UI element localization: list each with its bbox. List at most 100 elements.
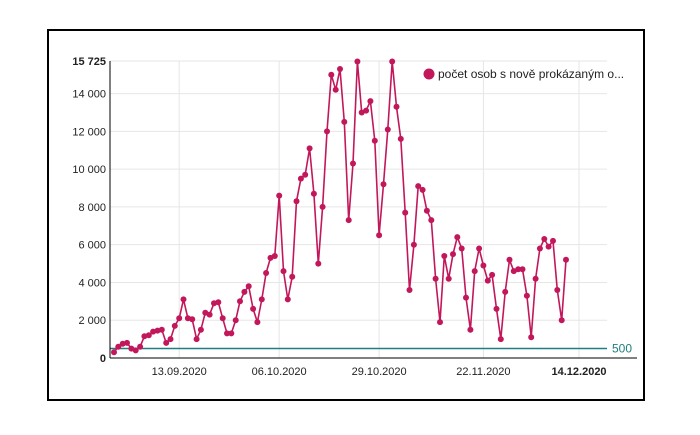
data-point [180,296,187,303]
y-tick-label: 8 000 [78,202,106,214]
series-group [111,58,569,356]
data-point [541,236,548,242]
data-point [441,253,448,259]
data-point [263,270,270,276]
data-point [532,275,539,282]
data-point [258,296,265,303]
data-point [363,107,370,114]
data-point [410,241,417,248]
data-point [241,288,248,295]
x-tick-label: 22.11.2020 [456,366,510,378]
data-point [297,175,304,182]
data-point [458,245,465,252]
data-point [384,126,391,133]
data-point [376,232,383,239]
data-point [115,343,122,350]
grid-lines [110,60,607,358]
data-point [563,256,569,263]
data-point [467,326,474,333]
data-point [284,296,291,303]
data-point [493,305,500,312]
data-point [471,268,478,275]
data-point [350,160,356,167]
data-point [536,245,543,252]
data-point [402,209,409,216]
data-point [354,58,361,65]
data-point [224,330,230,337]
x-tick-label: 14.12.2020 [552,366,607,378]
data-point [111,349,117,356]
data-point [197,326,204,333]
data-point [280,268,287,275]
data-point [289,273,296,280]
data-point [328,71,335,78]
x-tick-label: 06.10.2020 [252,366,307,378]
legend: počet osob s nově prokázaným o... [423,67,624,81]
data-point [515,266,522,273]
data-point [293,198,300,205]
y-tick-label: 14 000 [72,89,106,101]
data-point [341,118,348,125]
data-point [228,330,235,337]
data-point [189,316,196,323]
data-point [245,283,252,290]
data-point [158,326,165,333]
data-point [489,271,496,278]
x-tick-label: 13.09.2020 [152,366,207,378]
data-point [171,322,178,329]
data-point [250,305,257,312]
data-point [337,66,343,72]
data-point [193,336,200,343]
data-point [145,332,152,339]
y-tick-label: 6 000 [78,240,106,252]
data-point [437,319,443,326]
data-point [254,319,261,326]
data-point [419,186,426,193]
data-point [406,287,413,293]
chart-frame: 500 0 2 000 4 000 6 000 8 000 10 000 12 000 14 … [47,29,645,401]
y-axis: 0 2 000 4 000 6 000 8 000 10 000 12 000 14 000 1… [72,56,111,365]
y-tick-label: 0 [100,353,106,365]
data-point [480,262,487,269]
data-point [450,251,456,258]
data-point [271,253,278,259]
data-point [389,58,396,65]
reference-line-group: 500 [110,342,632,356]
data-point [545,243,552,250]
data-point [454,234,461,241]
data-point [476,245,483,252]
data-point [132,347,139,354]
data-point [232,317,239,324]
line-chart: 500 0 2 000 4 000 6 000 8 000 10 000 12 000 14 … [72,56,637,378]
data-point [550,237,556,244]
legend-marker [423,68,435,80]
data-point [519,266,526,273]
data-point [415,183,422,190]
data-point [176,315,183,322]
legend-label: počet osob s nově prokázaným o... [438,67,624,81]
data-point [167,336,174,343]
data-point [310,190,317,197]
x-axis: 13.09.2020 06.10.2020 29.10.2020 22.11.2020… [110,357,637,378]
data-point [393,103,400,110]
data-point [315,260,322,267]
reference-line-label: 500 [612,342,632,356]
y-tick-label: 15 725 [72,56,106,68]
data-point [397,135,404,142]
x-tick-label: 29.10.2020 [352,366,407,378]
y-tick-label: 2 000 [78,315,106,327]
data-point [523,292,530,299]
data-point [558,317,565,324]
data-point [215,299,222,306]
data-point [219,315,226,322]
data-point [306,145,313,152]
data-point [367,98,374,105]
data-point [302,171,309,178]
data-point [506,256,513,263]
data-point [163,339,170,346]
data-point [484,277,491,284]
data-point [528,334,535,341]
data-point [432,275,439,282]
y-tick-label: 12 000 [72,126,106,138]
data-point [332,86,339,93]
